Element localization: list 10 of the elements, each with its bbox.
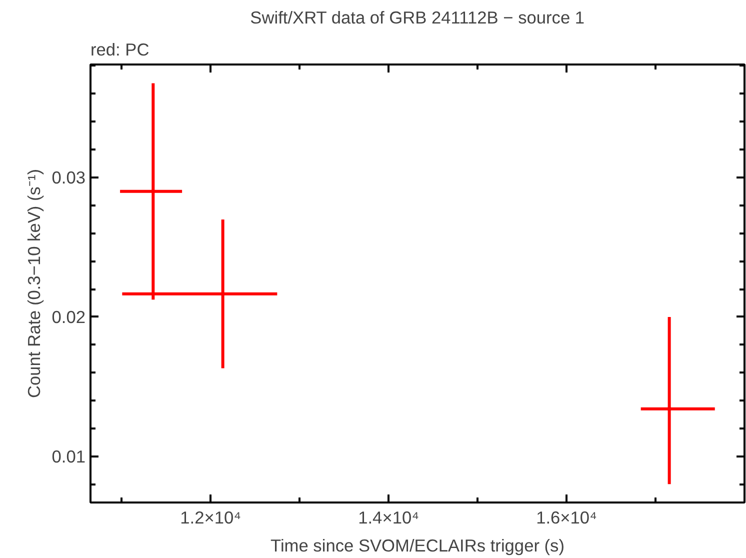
x-tick-label: 1.6×10⁴	[536, 508, 598, 528]
y-tick-label: 0.01	[52, 446, 86, 466]
y-tick-label: 0.02	[52, 306, 86, 327]
chart-subtitle: red: PC	[90, 40, 150, 60]
chart-title: Swift/XRT data of GRB 241112B − source 1	[250, 8, 585, 28]
y-tick-label: 0.03	[52, 167, 86, 188]
x-axis-title: Time since SVOM/ECLAIRs trigger (s)	[270, 536, 565, 556]
x-tick-label: 1.2×10⁴	[180, 508, 242, 528]
x-tick-label: 1.4×10⁴	[358, 508, 420, 528]
y-axis-title: Count Rate (0.3−10 keV) (s⁻¹)	[24, 169, 44, 398]
